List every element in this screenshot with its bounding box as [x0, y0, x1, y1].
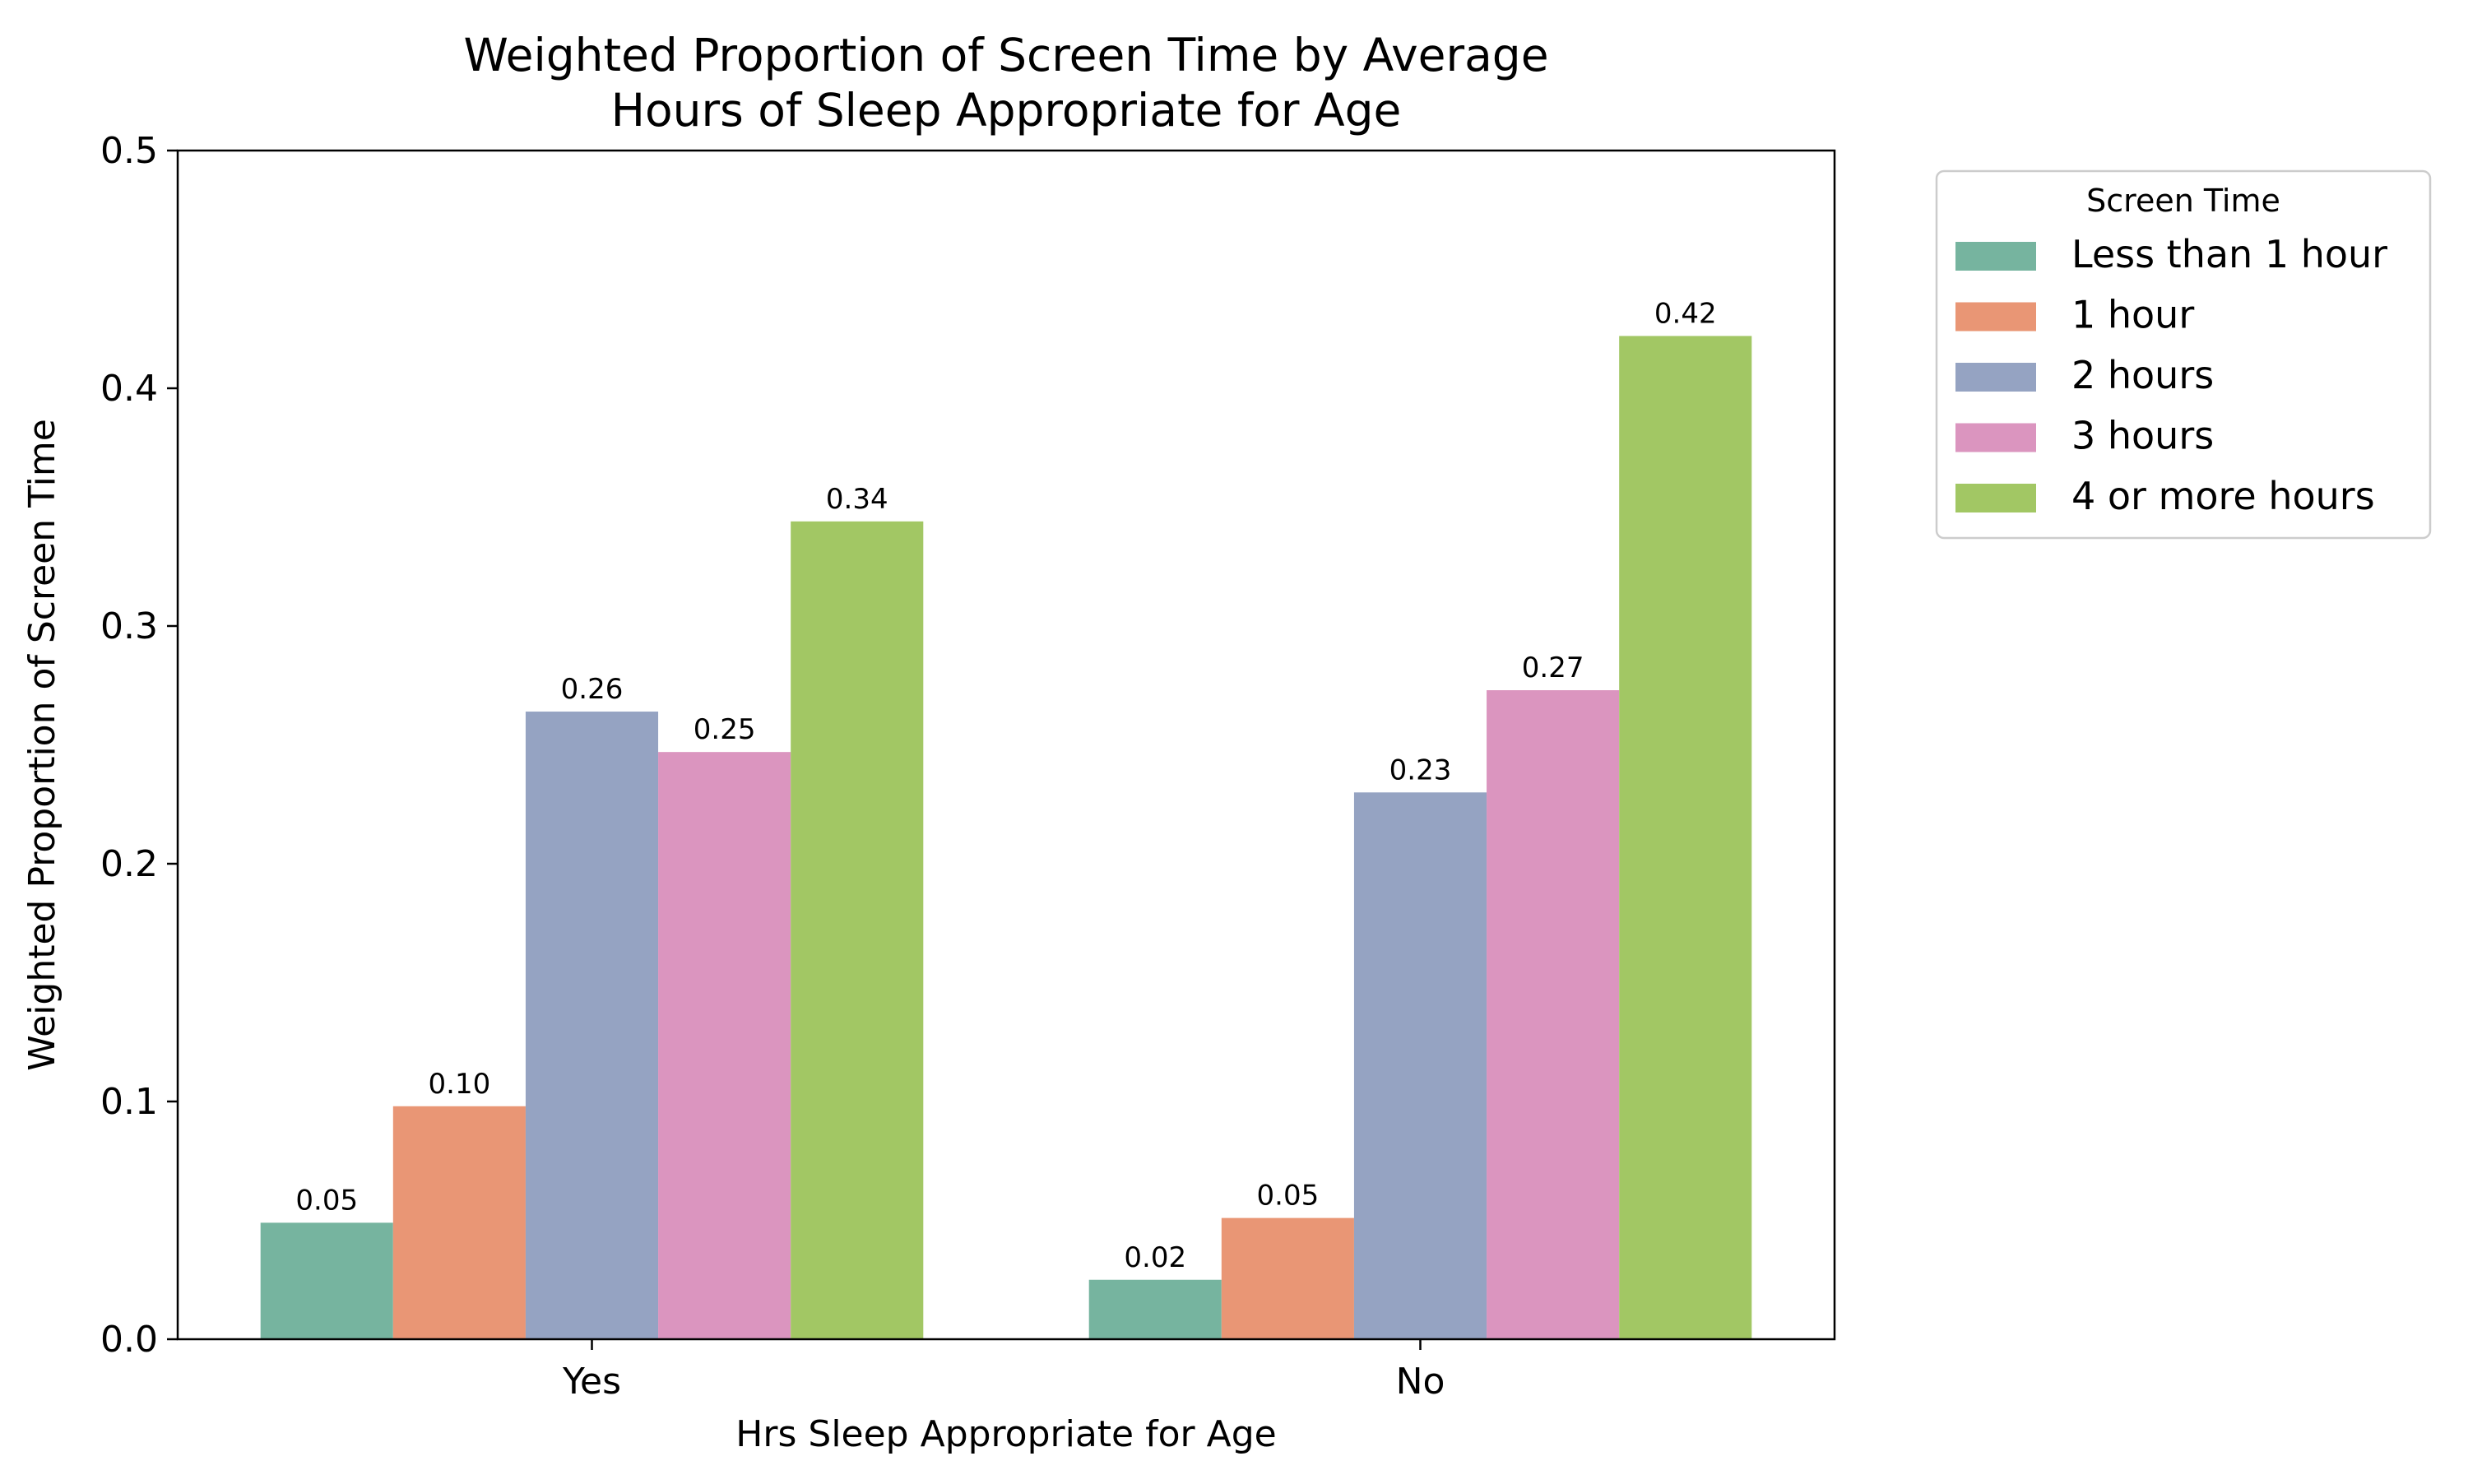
bar-value-label: 0.05 — [1257, 1180, 1320, 1213]
x-axis-label: Hrs Sleep Appropriate for Age — [735, 1413, 1276, 1455]
x-tick-label: Yes — [562, 1361, 621, 1403]
legend-entry-label: Less than 1 hour — [2071, 232, 2387, 276]
bar — [1221, 1217, 1354, 1339]
y-tick-label: 0.4 — [100, 368, 158, 410]
bar — [1487, 690, 1620, 1339]
bar — [525, 712, 659, 1339]
bar-value-labels: 0.05 0.10 0.26 0.25 0.34 0.02 0.05 0.23 0.27 0.42 — [295, 297, 1716, 1273]
legend-entry-label: 2 hours — [2071, 353, 2214, 397]
y-tick-label: 0.3 — [100, 605, 158, 647]
x-axis: Yes No — [562, 1339, 1445, 1403]
bar-value-label: 0.27 — [1522, 652, 1584, 684]
legend-title: Screen Time — [2086, 183, 2280, 219]
y-tick-label: 0.1 — [100, 1081, 158, 1123]
legend-swatch — [1955, 363, 2036, 392]
x-tick-label: No — [1396, 1361, 1445, 1403]
plot-area-frame — [176, 149, 1836, 1341]
bar-value-label: 0.25 — [694, 713, 756, 746]
legend-frame — [1935, 169, 2432, 540]
bar-value-label: 0.42 — [1654, 297, 1717, 330]
y-axis: 0.0 0.1 0.2 0.3 0.4 0.5 — [100, 130, 178, 1361]
legend: Screen Time Less than 1 hour 1 hour 2 hours… — [1935, 169, 2432, 540]
bar — [260, 1222, 393, 1339]
bar-value-label: 0.26 — [561, 673, 624, 706]
bar-value-label: 0.23 — [1389, 754, 1452, 786]
chart-title: Weighted Proportion of Screen Time by Av… — [463, 29, 1548, 137]
bar-value-label: 0.34 — [826, 483, 888, 516]
y-axis-label: Weighted Proportion of Screen Time — [21, 419, 63, 1071]
chart-title-line: Weighted Proportion of Screen Time by Av… — [463, 29, 1548, 81]
legend-entry-label: 3 hours — [2071, 414, 2214, 458]
legend-swatch — [1955, 484, 2036, 512]
y-tick-label: 0.0 — [100, 1319, 158, 1361]
bar — [1088, 1279, 1222, 1339]
bars — [260, 336, 1752, 1339]
bar — [1619, 336, 1752, 1339]
bar — [658, 752, 791, 1339]
bar-value-label: 0.02 — [1124, 1241, 1186, 1274]
bar — [1353, 792, 1487, 1339]
legend-swatch — [1955, 242, 2036, 271]
bar-value-label: 0.05 — [295, 1184, 358, 1217]
bar-value-label: 0.10 — [429, 1068, 491, 1101]
legend-swatch — [1955, 302, 2036, 332]
legend-entry-label: 1 hour — [2071, 293, 2194, 337]
legend-entry-label: 4 or more hours — [2071, 474, 2375, 518]
legend-swatch — [1955, 423, 2036, 452]
y-tick-label: 0.2 — [100, 843, 158, 885]
chart-title-line: Hours of Sleep Appropriate for Age — [611, 84, 1402, 137]
bar — [392, 1106, 526, 1339]
bar — [791, 521, 924, 1339]
y-tick-label: 0.5 — [100, 130, 158, 172]
